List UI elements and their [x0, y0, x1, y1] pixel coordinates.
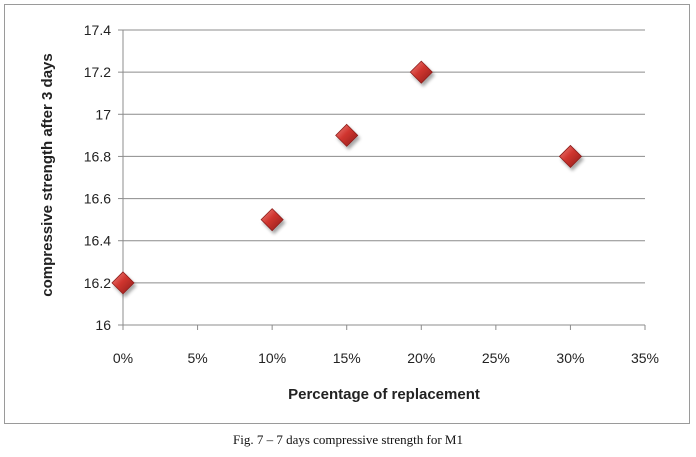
- x-tick-label: 15%: [333, 350, 361, 366]
- data-point-marker: [260, 208, 284, 232]
- y-tick-label: 17: [95, 106, 111, 122]
- x-tick-label: 0%: [113, 350, 133, 366]
- x-tick-labels: 0% 5% 10% 15% 20% 25% 30% 35%: [113, 350, 659, 366]
- data-point-marker: [558, 144, 582, 168]
- y-tick-label: 16: [95, 317, 111, 333]
- x-tick-label: 30%: [556, 350, 584, 366]
- y-axis-title: compressive strength after 3 days: [39, 53, 56, 296]
- x-tick-label: 20%: [407, 350, 435, 366]
- figure-caption: Fig. 7 – 7 days compressive strength for…: [232, 432, 463, 447]
- y-tick-labels: 16 16.2 16.4 16.6 16.8 17 17.2 17.4: [84, 22, 111, 333]
- chart-frame: 16 16.2 16.4 16.6 16.8 17 17.2 17.4 0% 5% 10% 15% 2…: [4, 4, 690, 424]
- y-tick-label: 17.2: [84, 64, 111, 80]
- data-point-marker: [335, 123, 359, 147]
- y-tick-label: 16.2: [84, 275, 111, 291]
- x-tick-label: 25%: [482, 350, 510, 366]
- x-tick-label: 10%: [258, 350, 286, 366]
- data-points: [111, 60, 582, 295]
- data-point-marker: [409, 60, 433, 84]
- data-point-marker: [111, 271, 135, 295]
- x-tick-label: 35%: [631, 350, 659, 366]
- x-tick-label: 5%: [187, 350, 207, 366]
- y-tick-label: 17.4: [84, 22, 111, 38]
- x-axis-title: Percentage of replacement: [288, 386, 480, 403]
- y-tick-label: 16.4: [84, 233, 111, 249]
- y-tick-label: 16.8: [84, 148, 111, 164]
- grid-lines: [123, 29, 645, 284]
- chart-svg: 16 16.2 16.4 16.6 16.8 17 17.2 17.4 0% 5% 10% 15% 2…: [39, 22, 659, 403]
- y-tick-label: 16.6: [84, 191, 111, 207]
- axes: [118, 29, 646, 330]
